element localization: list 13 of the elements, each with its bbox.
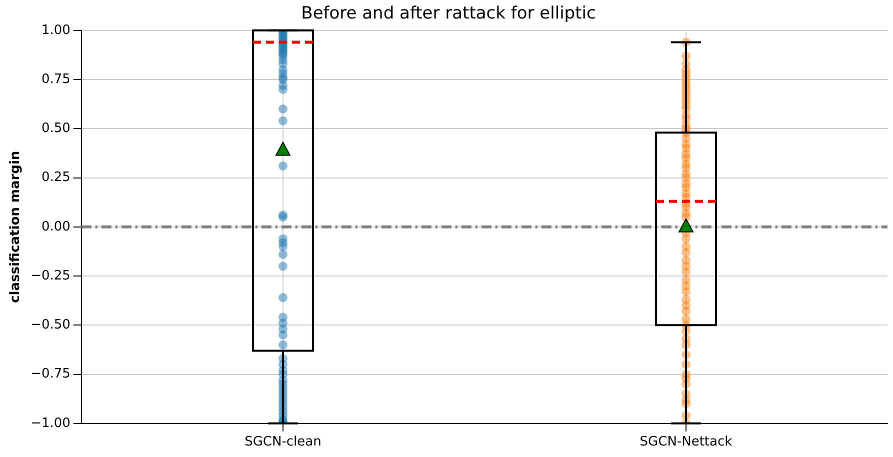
y-tick-label: −1.00 xyxy=(30,416,70,431)
x-tick-label: SGCN-Nettack xyxy=(640,434,733,450)
y-tick-label: 1.00 xyxy=(41,22,70,38)
y-tick-label: −0.50 xyxy=(30,318,70,333)
chart-title: Before and after rattack for elliptic xyxy=(301,4,596,24)
y-tick-label: 0.50 xyxy=(41,121,70,136)
y-tick-label: −0.75 xyxy=(30,366,70,382)
y-axis-title: classification margin xyxy=(8,150,24,303)
y-tick-label: 0.25 xyxy=(41,170,70,186)
x-tick-label: SGCN-clean xyxy=(244,434,322,450)
y-tick-label: 0.75 xyxy=(41,72,70,87)
y-tick-label: −0.25 xyxy=(30,268,70,284)
y-tick-label: 0.00 xyxy=(41,219,70,234)
